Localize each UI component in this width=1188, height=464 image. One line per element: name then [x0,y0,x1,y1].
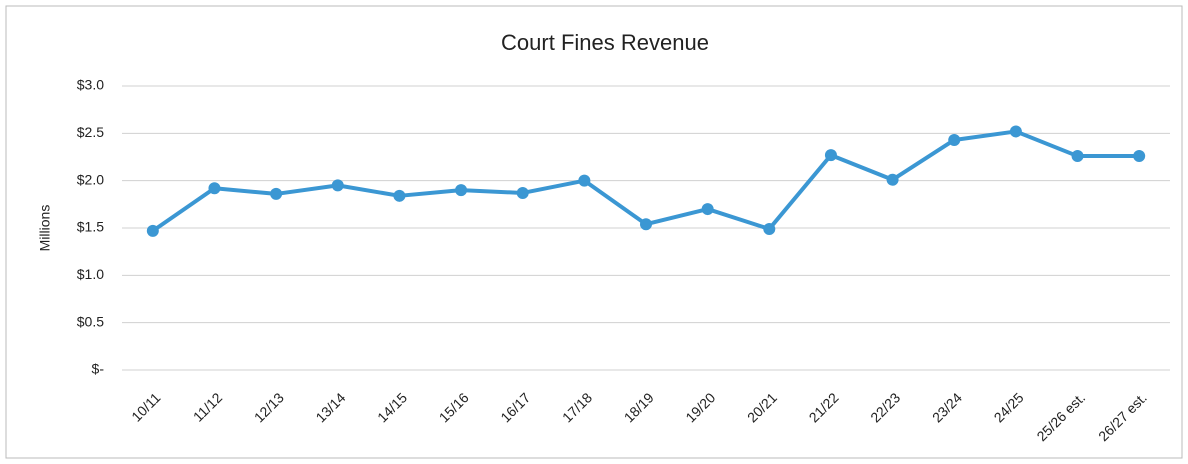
y-axis-label: Millions [37,205,53,252]
chart-frame [5,5,1183,459]
y-tick-label: $- [92,361,105,377]
marker [270,187,283,200]
marker [824,149,837,162]
y-tick-label: $1.5 [77,219,104,235]
y-tick-label: $3.0 [77,77,104,93]
marker [578,174,591,187]
marker [516,186,529,199]
y-tick-label: $0.5 [77,313,104,329]
marker [1133,150,1146,163]
marker [455,184,468,197]
y-tick-label: $1.0 [77,266,104,282]
marker [146,224,159,237]
marker [393,189,406,202]
marker [701,203,714,216]
chart-title: Court Fines Revenue [501,30,709,55]
marker [331,179,344,192]
marker [763,222,776,235]
y-tick-label: $2.5 [77,124,104,140]
marker [640,218,652,231]
marker [1009,125,1022,138]
marker [208,182,221,195]
marker [948,133,961,146]
marker [1071,150,1084,163]
marker [886,173,899,186]
y-tick-label: $2.0 [77,171,104,187]
